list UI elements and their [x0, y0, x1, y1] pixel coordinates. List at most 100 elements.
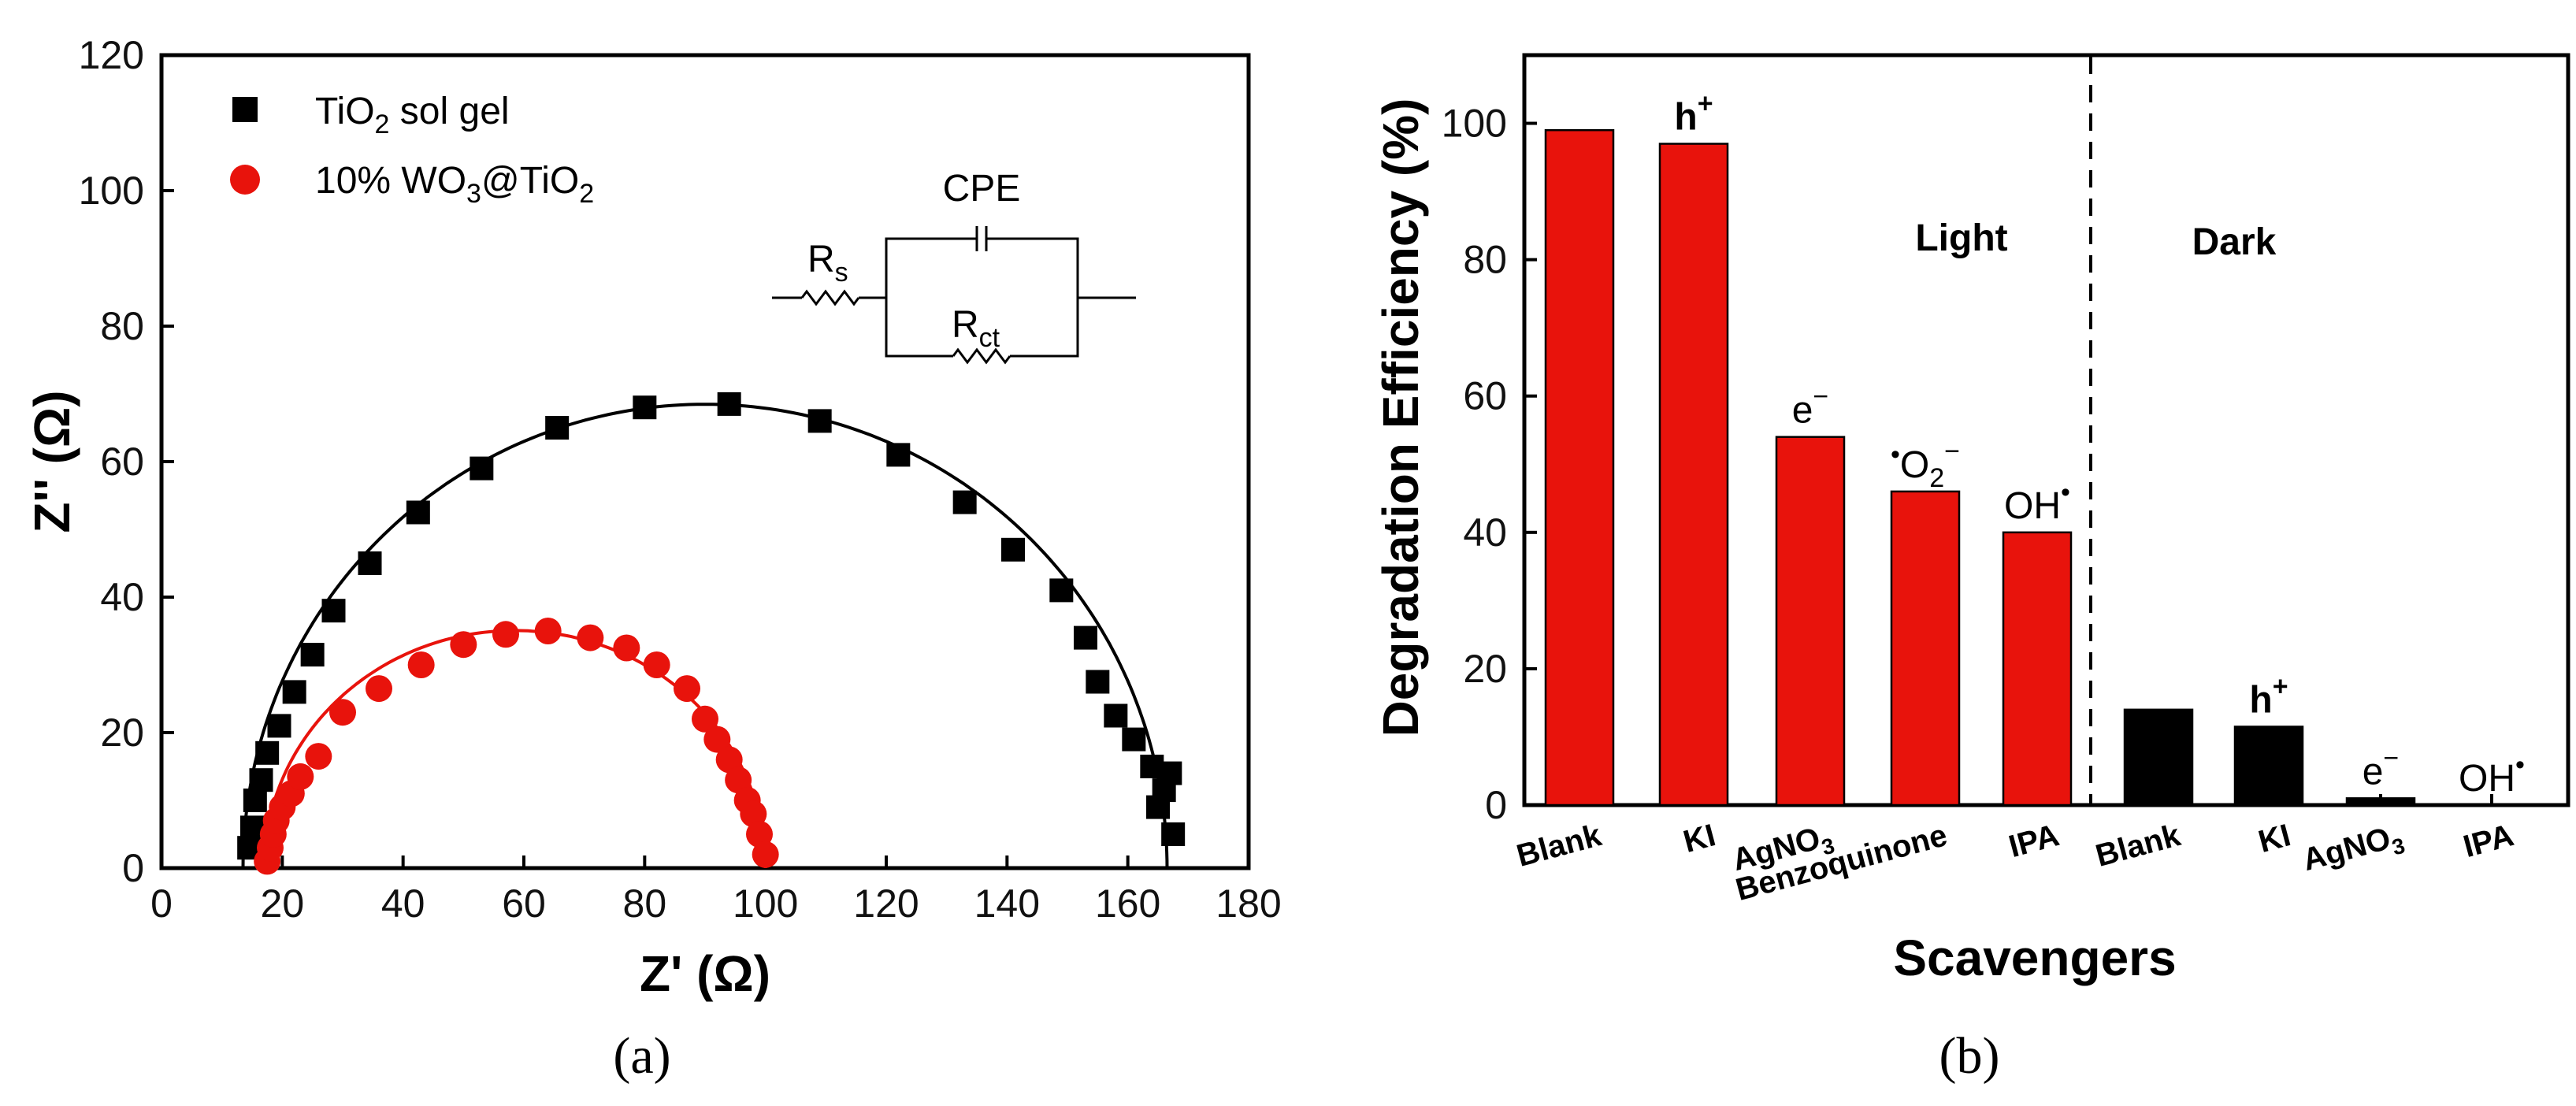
data-point-wo3-tio2: [643, 651, 670, 678]
panel-b-x-axis-label: Scavengers: [1893, 930, 2176, 986]
x-tick-label: 40: [381, 881, 425, 926]
data-point-wo3-tio2: [752, 841, 779, 868]
bar-annotation-h: h+: [1674, 89, 1713, 139]
legend-label-wo3-tio2: 10% WO3@TiO2: [315, 160, 594, 209]
bar-blank-dark: [2123, 708, 2194, 807]
fit-curve-series-0: [241, 403, 1169, 869]
legend-marker-circle: [230, 165, 260, 195]
y-tick-label: 0: [1485, 783, 1507, 827]
y-tick-label: 60: [100, 440, 144, 484]
data-point-tio2: [267, 714, 291, 738]
bar-agno3-dark: [2345, 797, 2416, 807]
rs-resistor-symbol: [800, 289, 860, 306]
region-label-dark: Dark: [2192, 221, 2277, 263]
x-tick-label: 100: [733, 881, 798, 926]
data-point-tio2: [300, 643, 325, 667]
data-point-tio2: [1049, 578, 1074, 603]
x-tick-label: 0: [150, 881, 173, 926]
y-tick-label: 80: [100, 304, 144, 348]
data-point-tio2: [321, 599, 346, 623]
bar-annotation-h: h+: [2249, 671, 2288, 721]
data-point-tio2: [249, 768, 273, 792]
bar-ki-dark: [2233, 726, 2304, 807]
data-point-tio2: [1074, 625, 1097, 650]
data-point-tio2: [282, 680, 306, 704]
panel-a-x-axis-label: Z' (Ω): [640, 945, 770, 1002]
data-point-tio2: [470, 456, 494, 481]
data-point-wo3-tio2: [534, 618, 562, 644]
data-point-wo3-tio2: [613, 634, 640, 662]
data-point-wo3-tio2: [692, 705, 718, 733]
bar-annotation-o: •O2−: [1891, 436, 1960, 493]
fit-curve-series-1: [262, 629, 767, 869]
data-point-tio2: [255, 740, 280, 765]
data-point-wo3-tio2: [329, 699, 356, 726]
y-tick-label: 20: [1463, 647, 1507, 691]
circuit-top-branch-right: [986, 237, 1079, 298]
data-point-wo3-tio2: [366, 675, 392, 703]
panel-a-legend: TiO2 sol gel 10% WO3@TiO2: [230, 91, 594, 209]
legend-marker-square: [232, 97, 258, 122]
y-tick-label: 60: [1463, 374, 1507, 418]
category-label-blank: Blank: [1513, 818, 1605, 874]
data-point-wo3-tio2: [746, 821, 773, 848]
circuit-bottom-branch-left: [885, 298, 953, 358]
data-point-tio2: [358, 551, 382, 575]
data-point-tio2: [1158, 761, 1182, 785]
x-tick-label: 120: [853, 881, 919, 926]
data-point-wo3-tio2: [492, 621, 519, 648]
bar-benzoquinone-light: [1890, 490, 1961, 807]
rs-label: Rs: [807, 239, 848, 288]
x-tick-label: 180: [1216, 881, 1281, 926]
bar-annotation-e: e−: [2363, 743, 2400, 792]
rct-resistor-symbol: [952, 347, 1011, 365]
category-label-ki: KI: [1680, 818, 1719, 859]
data-point-tio2: [886, 443, 911, 467]
circuit-bottom-branch-right: [1010, 298, 1079, 358]
data-point-wo3-tio2: [674, 675, 700, 703]
bar-annotation-oh: OH•: [2459, 750, 2525, 800]
data-point-tio2: [1104, 703, 1128, 728]
legend-label-tio2-sol-gel: TiO2 sol gel: [315, 91, 510, 139]
data-point-wo3-tio2: [715, 746, 743, 774]
data-point-tio2: [545, 416, 570, 440]
cpe-label: CPE: [943, 168, 1021, 210]
data-point-tio2: [633, 395, 657, 420]
data-point-tio2: [807, 409, 832, 433]
data-point-wo3-tio2: [305, 743, 332, 770]
y-tick-label: 100: [1442, 102, 1507, 146]
y-tick-label: 80: [1463, 238, 1507, 282]
data-point-wo3-tio2: [577, 624, 604, 651]
data-point-tio2: [1001, 537, 1025, 562]
x-tick-label: 20: [261, 881, 305, 926]
category-label-agno3: AgNO3: [2299, 818, 2407, 883]
y-tick-label: 0: [122, 846, 144, 890]
data-point-wo3-tio2: [725, 766, 752, 794]
data-point-wo3-tio2: [703, 726, 731, 753]
category-label-ipa: IPA: [2459, 818, 2517, 864]
y-tick-label: 120: [79, 33, 144, 77]
y-tick-label: 20: [100, 711, 144, 755]
data-point-wo3-tio2: [287, 763, 314, 790]
data-point-wo3-tio2: [450, 631, 477, 659]
panel-a-y-axis-label: Z'' (Ω): [24, 390, 80, 533]
x-tick-label: 160: [1095, 881, 1160, 926]
bar-ki-light: [1658, 143, 1729, 807]
circuit-top-branch-left: [885, 237, 977, 298]
data-point-tio2: [717, 392, 741, 416]
data-point-tio2: [1122, 727, 1146, 752]
x-tick-label: 80: [623, 881, 667, 926]
panel-b-y-axis-label: Degradation Efficiency (%): [1372, 98, 1429, 737]
rct-label: Rct: [952, 304, 1000, 353]
category-label-ipa: IPA: [2005, 818, 2062, 864]
data-point-wo3-tio2: [740, 800, 767, 828]
data-point-tio2: [952, 490, 977, 514]
data-point-tio2: [243, 789, 267, 812]
bar-agno3-light: [1775, 436, 1846, 807]
panel-a-label: (a): [613, 1027, 670, 1085]
bar-annotation-e: e−: [1792, 382, 1829, 432]
y-tick-label: 40: [100, 575, 144, 619]
bar-blank-light: [1544, 128, 1615, 807]
